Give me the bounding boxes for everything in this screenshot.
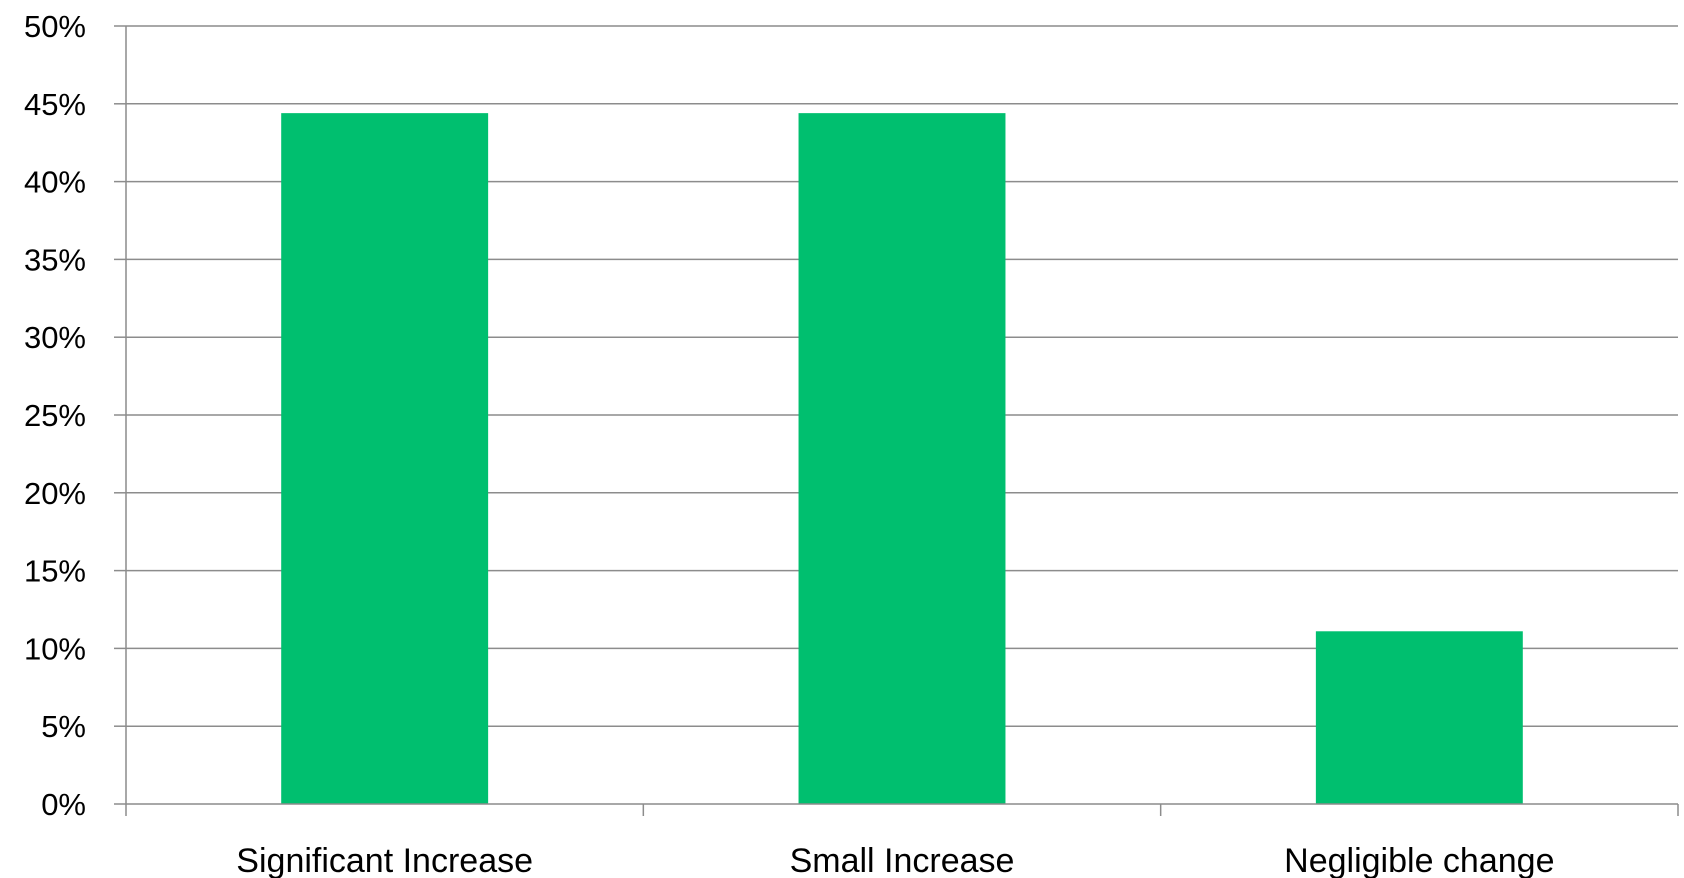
axes bbox=[114, 25, 1679, 816]
y-tick-label: 0% bbox=[41, 787, 86, 822]
y-tick-label: 5% bbox=[41, 709, 86, 744]
bar bbox=[1315, 631, 1523, 804]
y-tick-label: 45% bbox=[24, 87, 86, 122]
y-tick-labels: 0% 5% 10% 15% 20% 25% 30% 35% 40% 45% 50% bbox=[24, 9, 86, 822]
x-tick-label: Significant Increase bbox=[236, 842, 533, 878]
x-tick-labels: Significant Increase Small Increase Neglig… bbox=[236, 842, 1554, 878]
bars bbox=[281, 113, 1523, 805]
y-tick-label: 30% bbox=[24, 320, 86, 355]
y-tick-label: 10% bbox=[24, 631, 86, 666]
bar bbox=[798, 113, 1006, 805]
bar bbox=[281, 113, 489, 805]
y-tick-label: 15% bbox=[24, 554, 86, 589]
y-tick-label: 50% bbox=[24, 9, 86, 44]
x-tick-label: Small Increase bbox=[790, 842, 1015, 878]
x-tick-label: Negligible change bbox=[1284, 842, 1554, 878]
y-tick-label: 20% bbox=[24, 476, 86, 511]
y-tick-label: 35% bbox=[24, 242, 86, 277]
y-tick-label: 40% bbox=[24, 165, 86, 200]
y-tick-label: 25% bbox=[24, 398, 86, 433]
